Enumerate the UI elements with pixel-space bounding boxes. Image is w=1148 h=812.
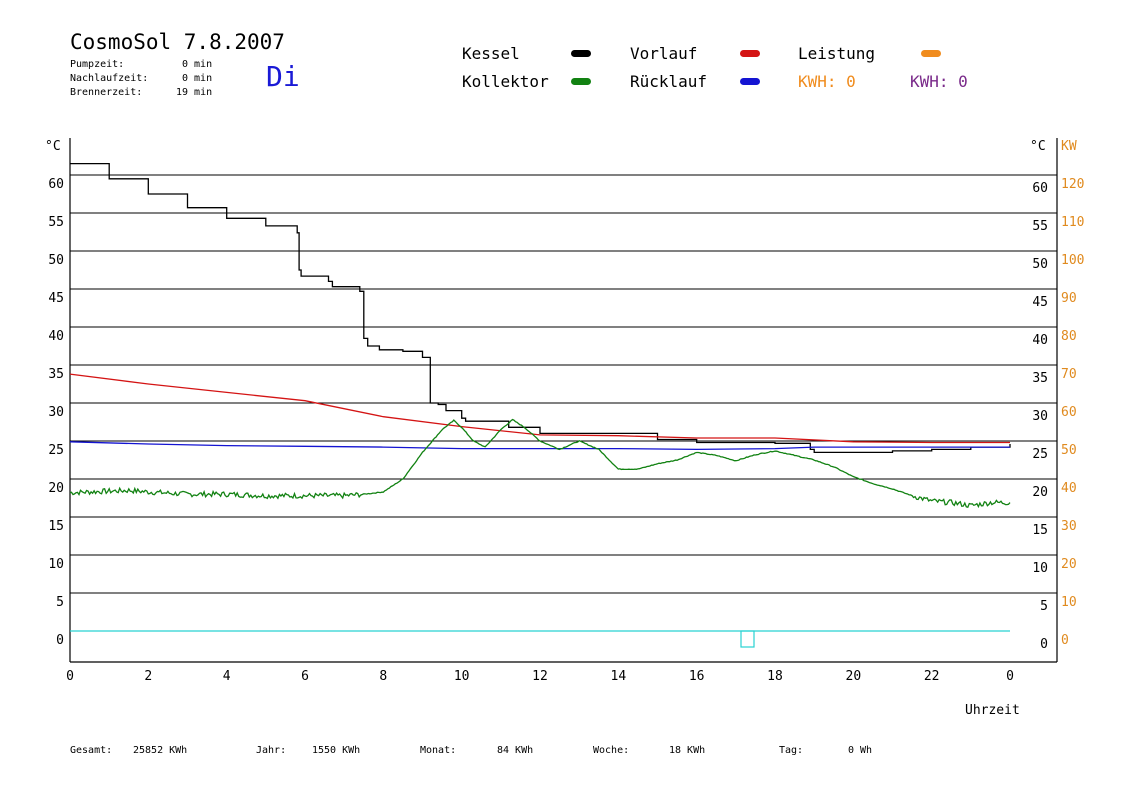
footer-gesamt-value: 25852 KWh <box>133 745 188 756</box>
footer-jahr-value: 1550 KWh <box>312 745 361 756</box>
x-tick-label-3: 6 <box>301 669 309 684</box>
legend-kessel-swatch <box>571 50 591 57</box>
y2-tick-label-60: 60 <box>1061 405 1077 420</box>
x-tick-label-7: 14 <box>611 669 627 684</box>
y-tick-label-left-60: 60 <box>48 177 64 192</box>
y2-tick-label-30: 30 <box>1061 519 1077 534</box>
legend-vorlauf-label: Vorlauf <box>630 44 698 63</box>
y2-tick-label-50: 50 <box>1061 443 1077 458</box>
page-title: CosmoSol 7.8.2007 <box>70 30 285 54</box>
legend-leistung-label: Leistung <box>798 44 876 63</box>
y-ticks-left: 0 5 10 15 20 25 30 35 40 45 50 55 60 <box>48 177 64 648</box>
x-tick-label-11: 22 <box>924 669 940 684</box>
y2-tick-label-120: 120 <box>1061 177 1084 192</box>
stat-value-brennerzeit: 19 min <box>176 87 213 98</box>
y-tick-label-right-10: 10 <box>1032 561 1048 576</box>
day-of-week: Di <box>266 60 300 93</box>
footer-jahr-label: Jahr: <box>256 745 287 756</box>
x-ticks: 0 2 4 6 8 10 12 14 16 18 20 22 0 <box>66 669 1014 684</box>
y-tick-label-left-50: 50 <box>48 253 64 268</box>
y-axis-label-right: °C <box>1030 139 1046 154</box>
footer-gesamt-label: Gesamt: <box>70 745 113 756</box>
y-tick-label-right-5: 5 <box>1040 599 1048 614</box>
x-tick-label-10: 20 <box>846 669 862 684</box>
stat-label-pumpzeit: Pumpzeit: <box>70 59 125 70</box>
y-tick-label-left-25: 25 <box>48 443 64 458</box>
series <box>69 162 1011 632</box>
footer-monat-value: 84 KWh <box>497 745 534 756</box>
y-tick-label-left-15: 15 <box>48 519 64 534</box>
y-tick-label-right-30: 30 <box>1032 409 1048 424</box>
x-tick-label-8: 16 <box>689 669 705 684</box>
stat-value-pumpzeit: 0 min <box>182 59 213 70</box>
legend-kollektor-swatch <box>571 78 591 85</box>
y2-tick-label-90: 90 <box>1061 291 1077 306</box>
y-tick-label-left-45: 45 <box>48 291 64 306</box>
series-line-kollektor <box>69 418 1011 509</box>
y-tick-label-right-15: 15 <box>1032 523 1048 538</box>
x-tick-label-6: 12 <box>532 669 548 684</box>
legend-ruecklauf-label: Rücklauf <box>630 72 708 91</box>
series-line-ruecklauf <box>69 441 1010 451</box>
y-axis-label-left: °C <box>45 139 61 154</box>
footer-tag-value: 0 Wh <box>848 745 873 756</box>
series-line-vorlauf <box>69 373 1010 444</box>
y2-tick-label-100: 100 <box>1061 253 1084 268</box>
y2-tick-label-80: 80 <box>1061 329 1077 344</box>
legend-kollektor-label: Kollektor <box>462 72 549 91</box>
y-tick-label-left-30: 30 <box>48 405 64 420</box>
legend-leistung-swatch <box>921 50 941 57</box>
y2-tick-label-20: 20 <box>1061 557 1077 572</box>
y2-tick-label-40: 40 <box>1061 481 1077 496</box>
y-tick-label-right-50: 50 <box>1032 257 1048 272</box>
x-tick-label-4: 8 <box>379 669 387 684</box>
y-tick-label-left-5: 5 <box>56 595 64 610</box>
y-tick-label-left-55: 55 <box>48 215 64 230</box>
y2-tick-label-10: 10 <box>1061 595 1077 610</box>
y2-tick-label-70: 70 <box>1061 367 1077 382</box>
x-tick-label-9: 18 <box>767 669 783 684</box>
y-ticks-right: 0 5 10 15 20 25 30 35 40 45 50 55 60 <box>1032 181 1048 652</box>
y-tick-label-left-40: 40 <box>48 329 64 344</box>
stat-label-brennerzeit: Brennerzeit: <box>70 87 143 98</box>
grid-lines <box>70 174 1057 594</box>
footer-tag-label: Tag: <box>779 745 804 756</box>
y-tick-label-right-40: 40 <box>1032 333 1048 348</box>
footer-monat-label: Monat: <box>420 745 457 756</box>
y-tick-label-right-20: 20 <box>1032 485 1048 500</box>
y-tick-label-right-55: 55 <box>1032 219 1048 234</box>
y-tick-label-left-35: 35 <box>48 367 64 382</box>
y-tick-label-left-0: 0 <box>56 633 64 648</box>
y-tick-label-left-10: 10 <box>48 557 64 572</box>
kwh-purple-readout: KWH: 0 <box>910 72 968 91</box>
footer-woche-label: Woche: <box>593 745 630 756</box>
series-line-kessel <box>70 162 1011 454</box>
legend-ruecklauf-swatch <box>740 78 760 85</box>
x-tick-label-2: 4 <box>223 669 231 684</box>
y-tick-label-right-0: 0 <box>1040 637 1048 652</box>
y2-tick-label-0: 0 <box>1061 633 1069 648</box>
y-tick-label-left-20: 20 <box>48 481 64 496</box>
y-tick-label-right-25: 25 <box>1032 447 1048 462</box>
y2-tick-label-110: 110 <box>1061 215 1084 230</box>
x-tick-label-1: 2 <box>144 669 152 684</box>
footer-woche-value: 18 KWh <box>669 745 706 756</box>
y-tick-label-right-60: 60 <box>1032 181 1048 196</box>
stat-value-nachlaufzeit: 0 min <box>182 73 213 84</box>
legend-vorlauf-swatch <box>740 50 760 57</box>
legend-kessel-label: Kessel <box>462 44 520 63</box>
leistung-marker <box>740 630 755 648</box>
kwh-orange-readout: KWH: 0 <box>798 72 856 91</box>
y2-axis-label: KW <box>1061 139 1077 154</box>
axes <box>69 138 1058 663</box>
x-tick-label-5: 10 <box>454 669 470 684</box>
x-tick-label-0: 0 <box>66 669 74 684</box>
y-tick-label-right-35: 35 <box>1032 371 1048 386</box>
y-tick-label-right-45: 45 <box>1032 295 1048 310</box>
y2-ticks: 0 10 20 30 40 50 60 70 80 90 100 110 120 <box>1061 177 1084 648</box>
stat-label-nachlaufzeit: Nachlaufzeit: <box>70 73 149 84</box>
x-tick-label-12: 0 <box>1006 669 1014 684</box>
x-axis-label: Uhrzeit <box>965 703 1020 718</box>
